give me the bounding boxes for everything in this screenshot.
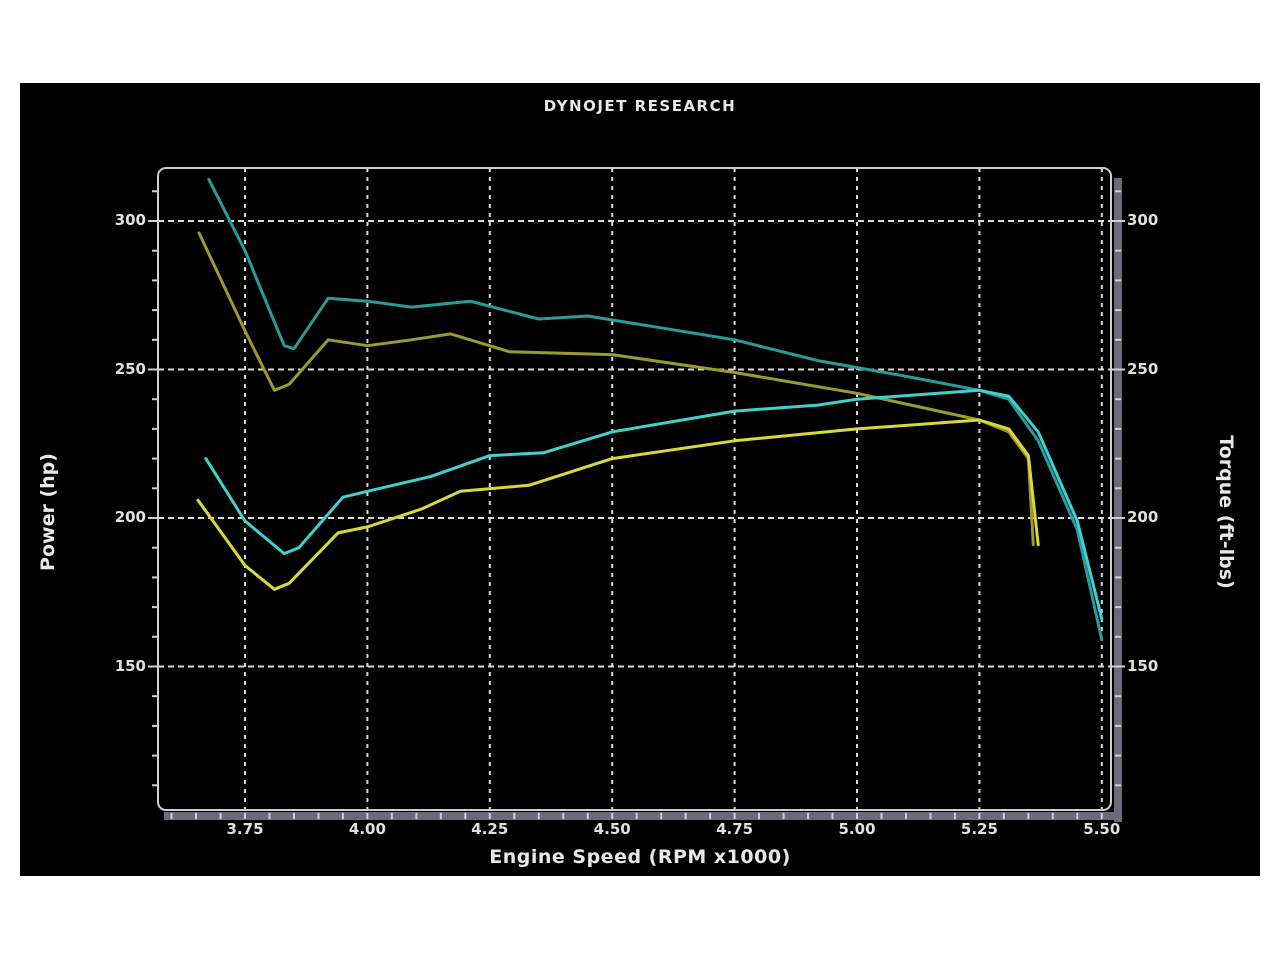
x-tick-label: 3.75 bbox=[226, 820, 264, 838]
axis-ticks bbox=[148, 190, 1125, 819]
axis-bars bbox=[164, 178, 1122, 822]
x-tick-label: 4.50 bbox=[593, 820, 631, 838]
y-tick-label: 200 bbox=[114, 508, 146, 526]
y-tick-label: 300 bbox=[114, 211, 146, 229]
plot-border bbox=[157, 167, 1112, 811]
x-tick-label: 4.75 bbox=[716, 820, 754, 838]
x-tick-label: 5.25 bbox=[960, 820, 998, 838]
x-tick-label: 4.00 bbox=[348, 820, 386, 838]
chart-title: DYNOJET RESEARCH bbox=[543, 97, 737, 115]
x-tick-label: 5.50 bbox=[1083, 820, 1121, 838]
x-tick-label: 4.25 bbox=[471, 820, 509, 838]
y-tick-label: 250 bbox=[114, 359, 146, 378]
y2-tick-label: 250 bbox=[1127, 359, 1159, 378]
grid-lines bbox=[158, 168, 1111, 810]
series-line bbox=[207, 177, 1104, 642]
y2-tick-label: 150 bbox=[1127, 656, 1159, 675]
y2-tick-label: 300 bbox=[1127, 211, 1159, 229]
series-line bbox=[196, 418, 1040, 591]
series-line bbox=[204, 388, 1104, 621]
x-axis-title: Engine Speed (RPM x1000) bbox=[489, 846, 791, 868]
x-axis-bar bbox=[164, 812, 1121, 820]
y2-axis-bar bbox=[1114, 178, 1122, 822]
x-tick-label: 5.00 bbox=[838, 820, 876, 838]
series-line bbox=[197, 231, 1035, 547]
y2-tick-label: 200 bbox=[1127, 508, 1159, 526]
plot-frame bbox=[157, 167, 1112, 811]
y-tick-label: 150 bbox=[114, 656, 146, 675]
data-series bbox=[196, 177, 1104, 642]
y-axis-left-title: Power (hp) bbox=[37, 453, 59, 571]
y-axis-right-title: Torque (ft-lbs) bbox=[1215, 435, 1237, 589]
